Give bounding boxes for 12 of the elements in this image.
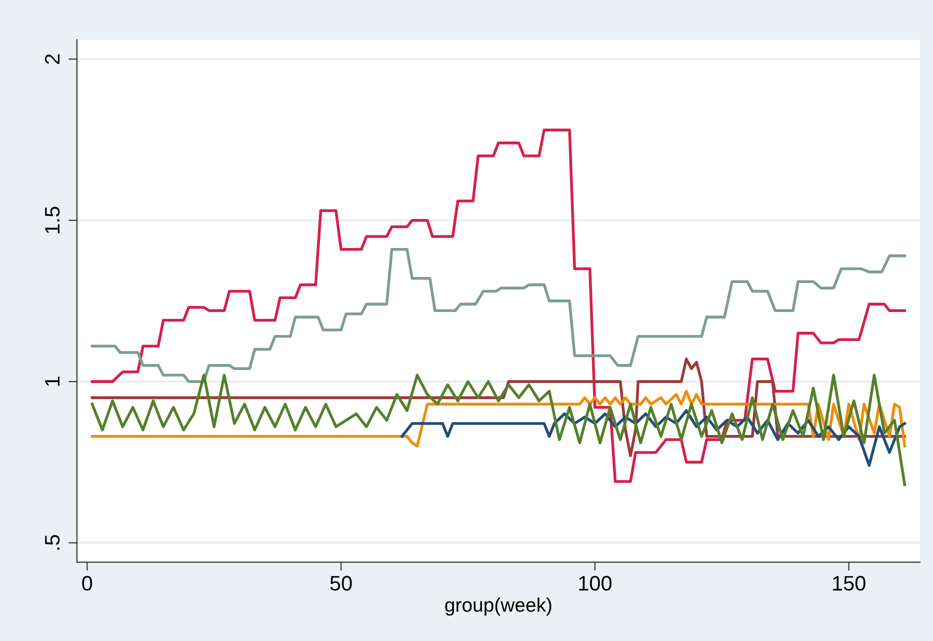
y-tick-label: 1.5 xyxy=(45,206,60,234)
x-tick-label: 50 xyxy=(330,576,352,591)
y-tick-label: .5 xyxy=(45,534,60,550)
x-axis-title: group(week) xyxy=(445,598,552,616)
line-series xyxy=(90,374,906,486)
x-tick-label: 150 xyxy=(833,576,866,591)
y-tick-label: 2 xyxy=(44,54,60,64)
x-tick-label: 100 xyxy=(579,576,612,591)
line-series xyxy=(90,128,906,483)
y-tick-label: 1 xyxy=(45,376,60,386)
x-tick-label: 0 xyxy=(82,576,92,591)
line-series xyxy=(90,248,906,383)
